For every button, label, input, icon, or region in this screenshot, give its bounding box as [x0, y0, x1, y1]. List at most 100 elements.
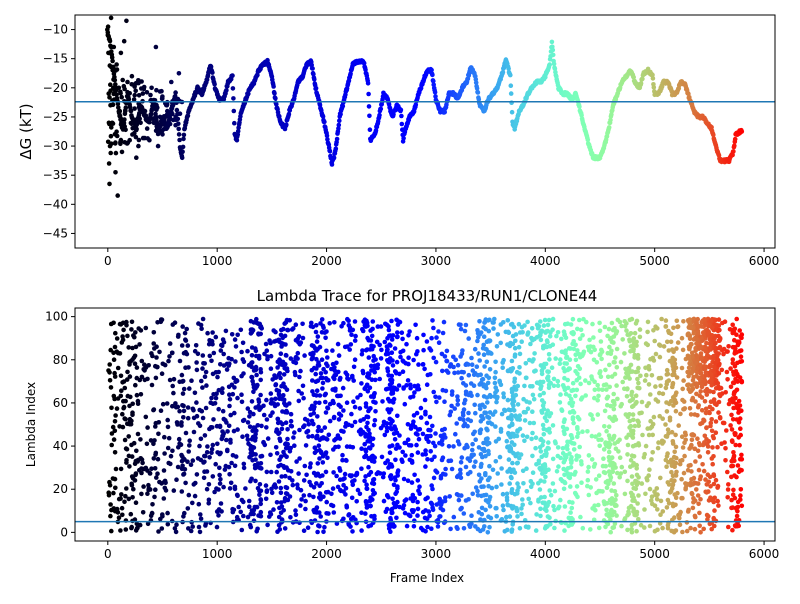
lambda-point	[455, 492, 460, 497]
lambda-point	[459, 370, 464, 375]
lambda-point	[541, 346, 546, 351]
lambda-point	[610, 525, 615, 530]
lambda-point	[501, 492, 506, 497]
lambda-point	[618, 455, 623, 460]
lambda-point	[453, 358, 458, 363]
lambda-point	[700, 395, 705, 400]
lambda-point	[264, 497, 269, 502]
lambda-point	[597, 321, 602, 326]
lambda-point	[291, 360, 296, 365]
lambda-point	[239, 350, 244, 355]
lambda-point	[428, 415, 433, 420]
lambda-point	[133, 361, 138, 366]
lambda-point	[224, 438, 229, 443]
lambda-point	[235, 396, 240, 401]
lambda-point	[488, 393, 493, 398]
lambda-point	[425, 457, 430, 462]
lambda-point	[154, 451, 159, 456]
lambda-point	[256, 513, 261, 518]
lambda-point	[138, 437, 143, 442]
lambda-point	[646, 320, 651, 325]
lambda-point	[638, 327, 643, 332]
lambda-point	[221, 337, 226, 342]
lambda-point	[608, 530, 613, 535]
lambda-point	[115, 406, 120, 411]
lambda-point	[525, 489, 530, 494]
lambda-point	[419, 415, 424, 420]
lambda-point	[391, 385, 396, 390]
lambda-point	[146, 363, 151, 368]
lambda-point	[366, 524, 371, 529]
delta-g-x-tick-label: 2000	[311, 254, 342, 268]
lambda-point	[315, 388, 320, 393]
lambda-point	[715, 485, 720, 490]
lambda-point	[643, 492, 648, 497]
lambda-point	[680, 387, 685, 392]
lambda-point	[430, 502, 435, 507]
lambda-point	[568, 346, 573, 351]
lambda-point	[202, 460, 207, 465]
lambda-point	[133, 383, 138, 388]
lambda-point	[233, 359, 238, 364]
lambda-point	[373, 378, 378, 383]
lambda-point	[446, 370, 451, 375]
lambda-point	[485, 339, 490, 344]
lambda-point	[277, 523, 282, 528]
lambda-point	[587, 338, 592, 343]
lambda-point	[279, 511, 284, 516]
lambda-point	[571, 381, 576, 386]
delta-g-point	[153, 112, 158, 117]
lambda-point	[270, 410, 275, 415]
lambda-point	[217, 466, 222, 471]
lambda-point	[535, 323, 540, 328]
lambda-point	[370, 443, 375, 448]
lambda-point	[390, 443, 395, 448]
lambda-point	[482, 449, 487, 454]
lambda-point	[595, 383, 600, 388]
lambda-point	[174, 477, 179, 482]
lambda-point	[232, 411, 237, 416]
lambda-point	[242, 360, 247, 365]
lambda-point	[211, 417, 216, 422]
lambda-point	[303, 499, 308, 504]
lambda-point	[171, 322, 176, 327]
lambda-point	[250, 379, 255, 384]
lambda-point	[317, 456, 322, 461]
lambda-point	[122, 416, 127, 421]
lambda-point	[353, 334, 358, 339]
lambda-point	[130, 410, 135, 415]
lambda-point	[529, 437, 534, 442]
lambda-point	[150, 502, 155, 507]
lambda-point	[151, 442, 156, 447]
lambda-point	[726, 344, 731, 349]
lambda-point	[386, 407, 391, 412]
lambda-point	[285, 328, 290, 333]
lambda-point	[487, 318, 492, 323]
lambda-point	[218, 425, 223, 430]
lambda-point	[152, 330, 157, 335]
lambda-point	[264, 483, 269, 488]
lambda-point	[553, 356, 558, 361]
lambda-point	[525, 435, 530, 440]
lambda-point	[515, 488, 520, 493]
lambda-point	[240, 528, 245, 533]
lambda-point	[151, 341, 156, 346]
lambda-point	[389, 391, 394, 396]
lambda-point	[509, 475, 514, 480]
lambda-point	[493, 376, 498, 381]
lambda-point	[218, 481, 223, 486]
lambda-point	[316, 360, 321, 365]
lambda-point	[565, 427, 570, 432]
lambda-point	[379, 356, 384, 361]
lambda-point	[478, 407, 483, 412]
lambda-point	[442, 320, 447, 325]
lambda-point	[384, 387, 389, 392]
lambda-point	[415, 336, 420, 341]
lambda-point	[615, 347, 620, 352]
delta-g-y-tick-label: −25	[43, 110, 68, 124]
lambda-point	[410, 508, 415, 513]
lambda-point	[642, 507, 647, 512]
lambda-point	[321, 460, 326, 465]
lambda-point	[604, 508, 609, 513]
lambda-point	[551, 317, 556, 322]
